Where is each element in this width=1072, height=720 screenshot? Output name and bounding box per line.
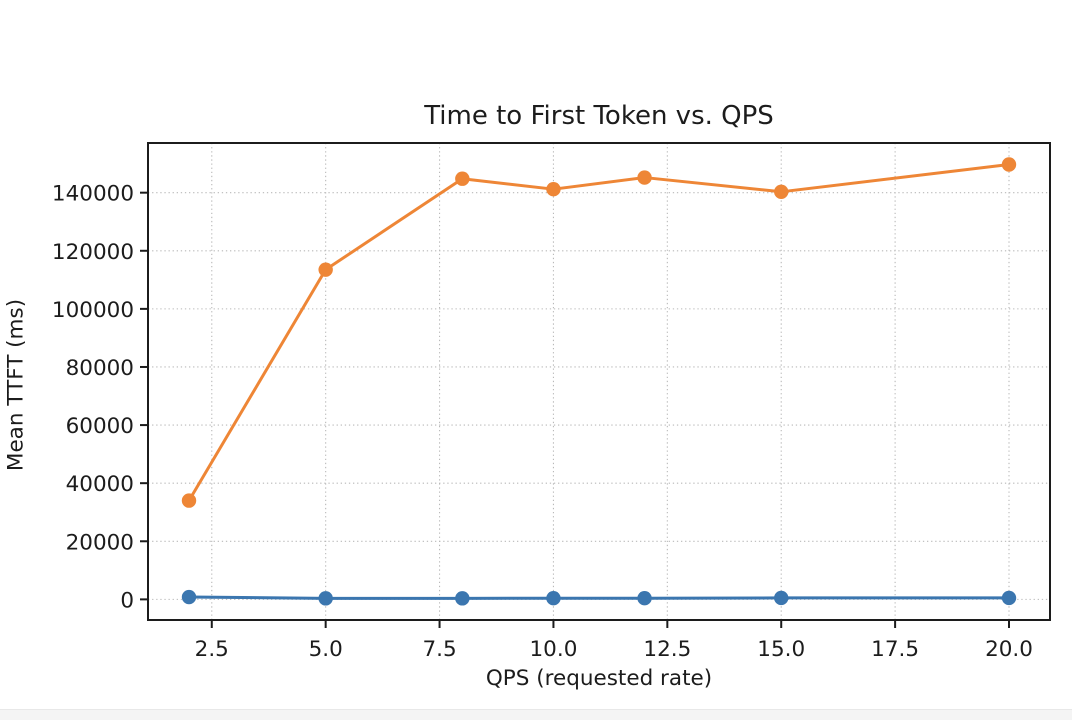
data-point-marker-orange [318,262,333,277]
page-bottom-strip [0,709,1072,720]
x-tick-label: 15.0 [757,637,805,662]
x-tick-label: 10.0 [530,637,578,662]
y-tick-label: 40000 [66,472,134,497]
data-point-marker-orange [1001,157,1017,172]
data-point-marker-blue [318,591,333,606]
x-axis-label: QPS (requested rate) [485,666,713,691]
data-point-marker-orange [774,184,789,200]
x-tick-label: 17.5 [871,637,919,662]
chart-title: Time to First Token vs. QPS [424,101,774,131]
data-point-marker-orange [546,181,561,197]
y-tick-label: 80000 [66,356,134,381]
data-point-marker-blue [546,591,561,606]
series-line-orange [187,162,1011,503]
y-tick-label: 20000 [66,530,134,555]
data-point-marker-blue [455,591,470,606]
y-tick-label: 60000 [66,414,134,439]
y-tick-label: 120000 [52,240,134,265]
y-tick-label: 100000 [52,298,134,323]
data-point-marker-orange [637,170,652,185]
x-tick-label: 5.0 [309,637,343,662]
y-tick-label: 140000 [52,182,134,207]
x-tick-label: 20.0 [985,637,1033,662]
data-point-marker-orange [455,171,470,186]
series-line-blue [187,595,1011,600]
axes-spines [147,142,1051,621]
data-point-marker-blue [181,589,197,605]
x-tick-label: 2.5 [195,637,229,662]
x-tick-label: 12.5 [643,637,691,662]
data-point-marker-blue [1001,590,1017,606]
data-point-marker-blue [774,590,789,606]
y-tick-label: 0 [120,588,134,613]
x-tick-label: 7.5 [422,637,456,662]
data-point-marker-orange [181,493,197,508]
data-point-marker-blue [637,591,652,606]
